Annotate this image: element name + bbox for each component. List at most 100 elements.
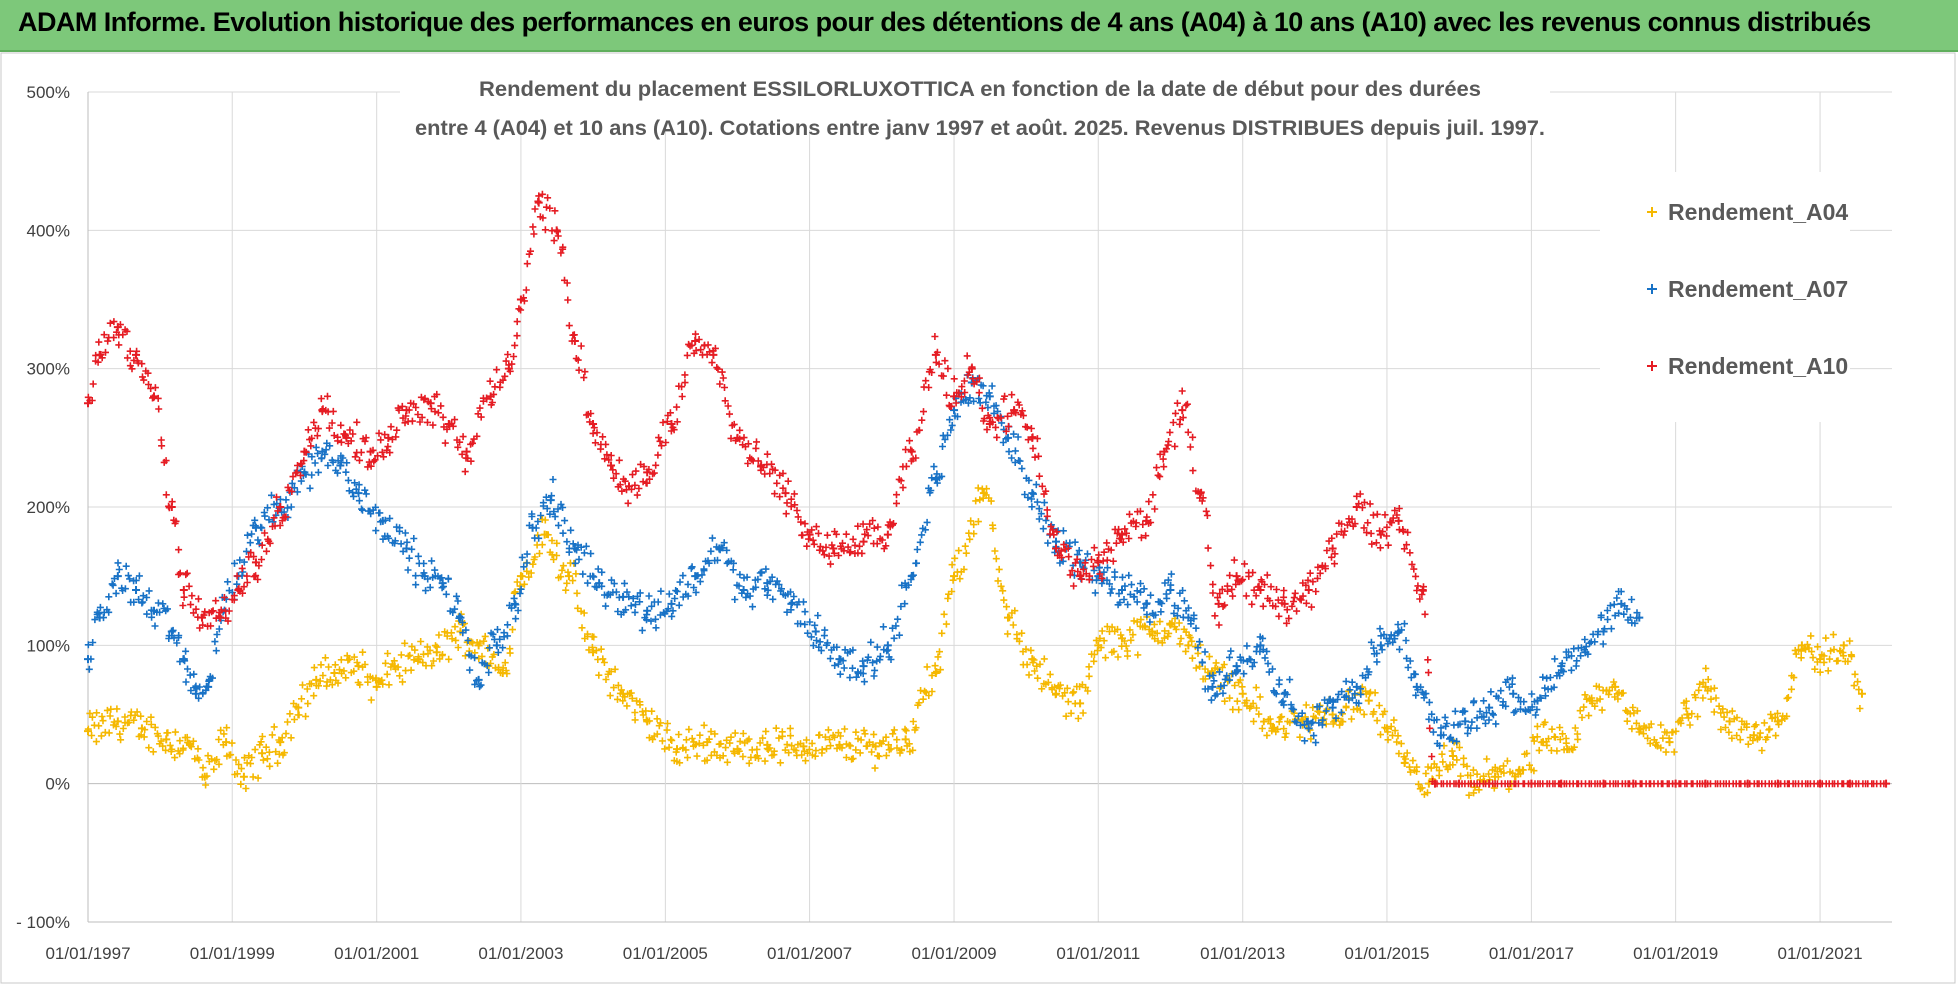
data-point (1418, 586, 1427, 594)
data-point (1448, 752, 1457, 760)
data-point (336, 461, 345, 470)
data-point (1304, 586, 1313, 594)
data-point (859, 662, 868, 671)
y-axis: - 100% 0% 100% 200% 300% 400% 500% (16, 83, 70, 932)
data-point (276, 738, 285, 747)
data-point (709, 350, 718, 359)
legend-background (1600, 172, 1850, 422)
data-point (1232, 662, 1241, 671)
x-tick-label: 01/01/2001 (334, 944, 419, 963)
legend-marker (1647, 207, 1657, 217)
data-point (835, 655, 844, 664)
data-point (492, 641, 501, 650)
data-point (589, 420, 598, 428)
data-point (1382, 724, 1391, 733)
data-point (438, 579, 447, 588)
data-point (179, 586, 188, 594)
data-point (1749, 731, 1758, 740)
x-tick-label: 01/01/2013 (1200, 944, 1285, 963)
data-point (167, 503, 176, 511)
data-point (931, 350, 940, 359)
data-point (667, 599, 676, 608)
data-point (432, 648, 441, 657)
data-point (1515, 765, 1524, 774)
data-point (354, 489, 363, 498)
data-point (950, 572, 959, 581)
data-point (1816, 655, 1825, 664)
x-tick-label: 01/01/1999 (190, 944, 275, 963)
data-point (504, 364, 513, 373)
data-point (1455, 779, 1464, 788)
data-point (167, 627, 176, 636)
data-point (402, 544, 411, 553)
data-point (691, 572, 700, 581)
data-point (1238, 689, 1247, 698)
data-point (985, 392, 994, 401)
data-point (276, 503, 285, 511)
data-point (985, 420, 994, 428)
data-point (552, 226, 561, 235)
data-point (540, 530, 549, 539)
data-point (733, 745, 742, 754)
data-point (564, 572, 573, 581)
data-point (1430, 779, 1439, 788)
data-point (570, 337, 579, 345)
data-point (781, 489, 790, 498)
data-point (1352, 503, 1361, 511)
data-point (1839, 641, 1848, 650)
data-point (1178, 406, 1187, 415)
data-point (312, 675, 321, 684)
data-point (1671, 779, 1680, 788)
data-point (1280, 689, 1289, 698)
data-point (1557, 662, 1566, 671)
data-point (132, 586, 141, 594)
data-point (1117, 530, 1126, 539)
data-point (498, 669, 507, 677)
data-point (1352, 682, 1361, 691)
data-point (191, 689, 200, 698)
data-point (1882, 779, 1891, 788)
data-point (378, 516, 387, 525)
legend-marker (1647, 284, 1657, 294)
data-point (1461, 717, 1470, 726)
data-point (318, 406, 327, 415)
data-point (486, 392, 495, 401)
data-point (1117, 586, 1126, 594)
data-point (1076, 572, 1085, 581)
data-point (342, 433, 351, 442)
data-point (1485, 779, 1494, 788)
data-point (1142, 599, 1151, 608)
data-point (1563, 745, 1572, 754)
data-point (149, 392, 158, 401)
data-point (1400, 758, 1409, 767)
data-point (901, 735, 910, 744)
x-tick-label: 01/01/1997 (45, 944, 130, 963)
series-Rendement_A07 (84, 371, 1644, 750)
data-point (1436, 731, 1445, 740)
data-point (950, 406, 959, 415)
data-point (1196, 489, 1205, 498)
data-point (402, 406, 411, 415)
data-point (318, 447, 327, 456)
data-point (1701, 779, 1710, 788)
data-point (1376, 641, 1385, 650)
data-point (733, 433, 742, 442)
legend: Rendement_A04 Rendement_A07 Rendement_A10 (1600, 172, 1850, 422)
data-point (300, 468, 309, 477)
data-point (1743, 779, 1752, 788)
data-point (474, 675, 483, 684)
legend-label: Rendement_A04 (1668, 199, 1848, 225)
data-point (456, 613, 465, 622)
data-point (1268, 724, 1277, 733)
data-point (1328, 710, 1337, 719)
data-point (1148, 627, 1157, 636)
data-point (258, 749, 267, 758)
data-point (1076, 699, 1085, 708)
data-point (967, 364, 976, 373)
data-point (763, 579, 772, 588)
data-point (979, 489, 988, 498)
data-point (1028, 433, 1037, 442)
data-point (462, 447, 471, 456)
data-point (384, 433, 393, 442)
data-point (372, 682, 381, 691)
